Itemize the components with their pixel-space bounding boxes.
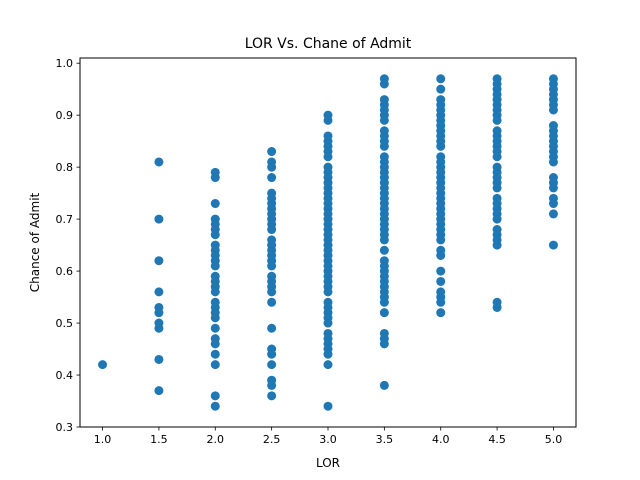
- data-point: [492, 240, 502, 250]
- data-point: [267, 297, 277, 307]
- x-tick-label: 2.0: [207, 433, 225, 446]
- x-tick-label: 1.5: [150, 433, 168, 446]
- x-tick-label: 4.5: [488, 433, 506, 446]
- data-point: [267, 225, 277, 235]
- x-tick-label: 2.5: [263, 433, 281, 446]
- data-point: [492, 183, 502, 193]
- data-point: [210, 199, 220, 209]
- y-tick-label: 0.3: [56, 421, 74, 434]
- data-point: [267, 349, 277, 359]
- data-point: [267, 162, 277, 172]
- data-point: [210, 230, 220, 240]
- y-tick-label: 0.8: [56, 161, 74, 174]
- data-point: [154, 157, 164, 167]
- data-point: [436, 74, 446, 84]
- y-tick-label: 0.7: [56, 213, 74, 226]
- data-point: [548, 199, 558, 209]
- y-tick-label: 0.5: [56, 317, 74, 330]
- data-point: [267, 391, 277, 401]
- data-point: [379, 245, 389, 255]
- data-point: [267, 147, 277, 157]
- data-point: [210, 401, 220, 411]
- data-point: [210, 173, 220, 183]
- data-point: [379, 115, 389, 125]
- data-point: [492, 115, 502, 125]
- data-point: [210, 323, 220, 333]
- data-point: [379, 380, 389, 390]
- data-point: [210, 360, 220, 370]
- y-tick-label: 0.6: [56, 265, 74, 278]
- data-point: [154, 323, 164, 333]
- data-point: [379, 339, 389, 349]
- x-axis-label: LOR: [316, 456, 340, 470]
- data-point: [98, 360, 108, 370]
- data-point: [323, 401, 333, 411]
- data-point: [267, 380, 277, 390]
- data-point: [154, 354, 164, 364]
- x-tick-label: 5.0: [545, 433, 563, 446]
- data-point: [379, 79, 389, 89]
- data-point: [436, 276, 446, 286]
- y-tick-label: 0.9: [56, 109, 74, 122]
- data-point: [323, 318, 333, 328]
- x-axis-ticks: 1.0 1.5 2.0 2.5 3.0 3.5 4.0 4.5 5.0: [94, 427, 562, 446]
- chart-title: LOR Vs. Chane of Admit: [245, 36, 412, 52]
- data-point: [548, 105, 558, 115]
- data-point: [548, 209, 558, 219]
- data-point: [267, 360, 277, 370]
- data-point: [323, 287, 333, 297]
- y-tick-label: 0.4: [56, 369, 74, 382]
- data-point: [154, 308, 164, 318]
- data-point: [492, 302, 502, 312]
- y-axis-ticks: 0.3 0.4 0.5 0.6 0.7 0.8 0.9 1.0: [56, 57, 80, 434]
- x-tick-label: 3.0: [319, 433, 337, 446]
- data-point: [323, 152, 333, 162]
- data-point: [154, 214, 164, 224]
- data-point: [323, 349, 333, 359]
- data-point: [154, 386, 164, 396]
- data-point: [436, 266, 446, 276]
- data-point: [379, 297, 389, 307]
- data-point: [154, 287, 164, 297]
- data-point: [210, 261, 220, 271]
- data-point: [492, 214, 502, 224]
- data-point: [436, 235, 446, 245]
- data-point: [210, 287, 220, 297]
- data-point: [267, 287, 277, 297]
- data-point: [267, 261, 277, 271]
- data-point: [548, 157, 558, 167]
- data-point: [436, 141, 446, 151]
- data-point: [210, 349, 220, 359]
- y-axis-label: Chance of Admit: [28, 192, 42, 292]
- data-point: [267, 173, 277, 183]
- data-point: [379, 308, 389, 318]
- data-point: [379, 141, 389, 151]
- data-point: [154, 256, 164, 266]
- data-points: [98, 74, 558, 411]
- data-point: [210, 391, 220, 401]
- data-point: [267, 323, 277, 333]
- x-tick-label: 4.0: [432, 433, 450, 446]
- data-point: [548, 183, 558, 193]
- data-point: [210, 313, 220, 323]
- y-tick-label: 1.0: [56, 57, 74, 70]
- data-point: [492, 152, 502, 162]
- data-point: [548, 240, 558, 250]
- data-point: [323, 360, 333, 370]
- x-tick-label: 1.0: [94, 433, 112, 446]
- x-tick-label: 3.5: [376, 433, 394, 446]
- data-point: [210, 339, 220, 349]
- data-point: [436, 308, 446, 318]
- data-point: [323, 115, 333, 125]
- data-point: [379, 235, 389, 245]
- data-point: [436, 250, 446, 260]
- data-point: [436, 297, 446, 307]
- data-point: [436, 84, 446, 94]
